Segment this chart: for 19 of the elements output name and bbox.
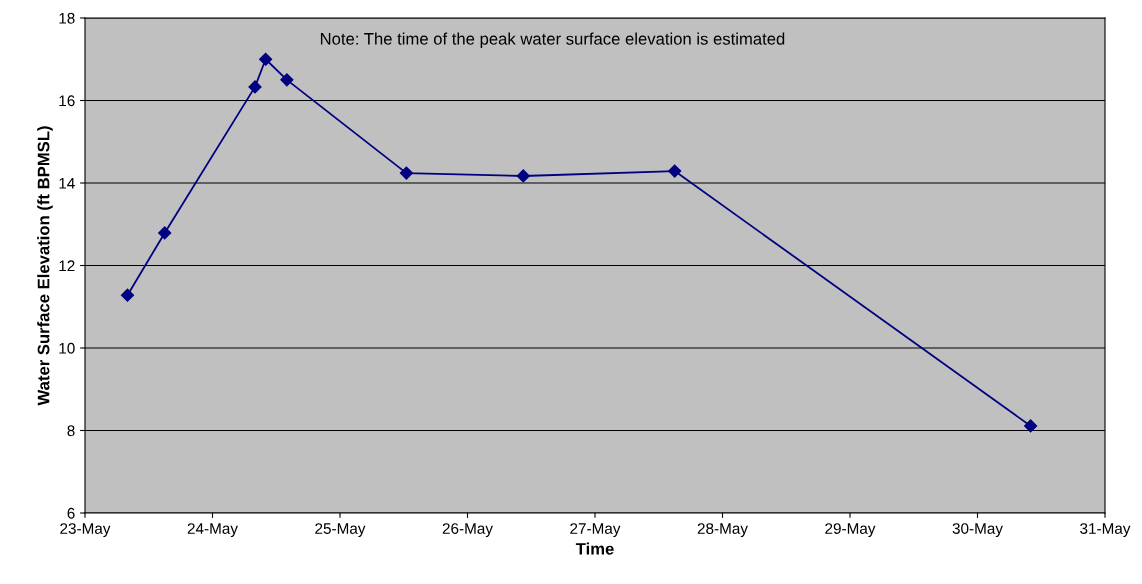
x-tick-label: 30-May: [952, 523, 1003, 537]
x-tick-label: 26-May: [442, 523, 493, 537]
x-tick-label: 29-May: [825, 523, 876, 537]
y-tick-label: 8: [67, 425, 75, 437]
x-tick-label: 25-May: [315, 523, 366, 537]
y-tick-label: 16: [59, 95, 75, 107]
x-tick-label: 24-May: [187, 523, 238, 537]
y-tick-label: 14: [59, 178, 75, 189]
x-tick-label: 27-May: [570, 523, 621, 537]
y-tick-label: 6: [67, 507, 75, 519]
x-axis-title: Time: [575, 542, 614, 555]
y-tick-label: 12: [59, 260, 75, 272]
y-axis-title: Water Surface Elevation (ft BPMSL): [37, 126, 53, 406]
y-tick-label: 10: [59, 342, 75, 354]
x-tick-label: 31-May: [1080, 523, 1131, 537]
y-tick-label: 18: [59, 12, 75, 24]
annotation: Note: The time of the peak water surface elevation is estimated: [320, 32, 785, 49]
x-tick-label: 23-May: [60, 523, 111, 537]
x-tick-label: 28-May: [697, 523, 748, 537]
